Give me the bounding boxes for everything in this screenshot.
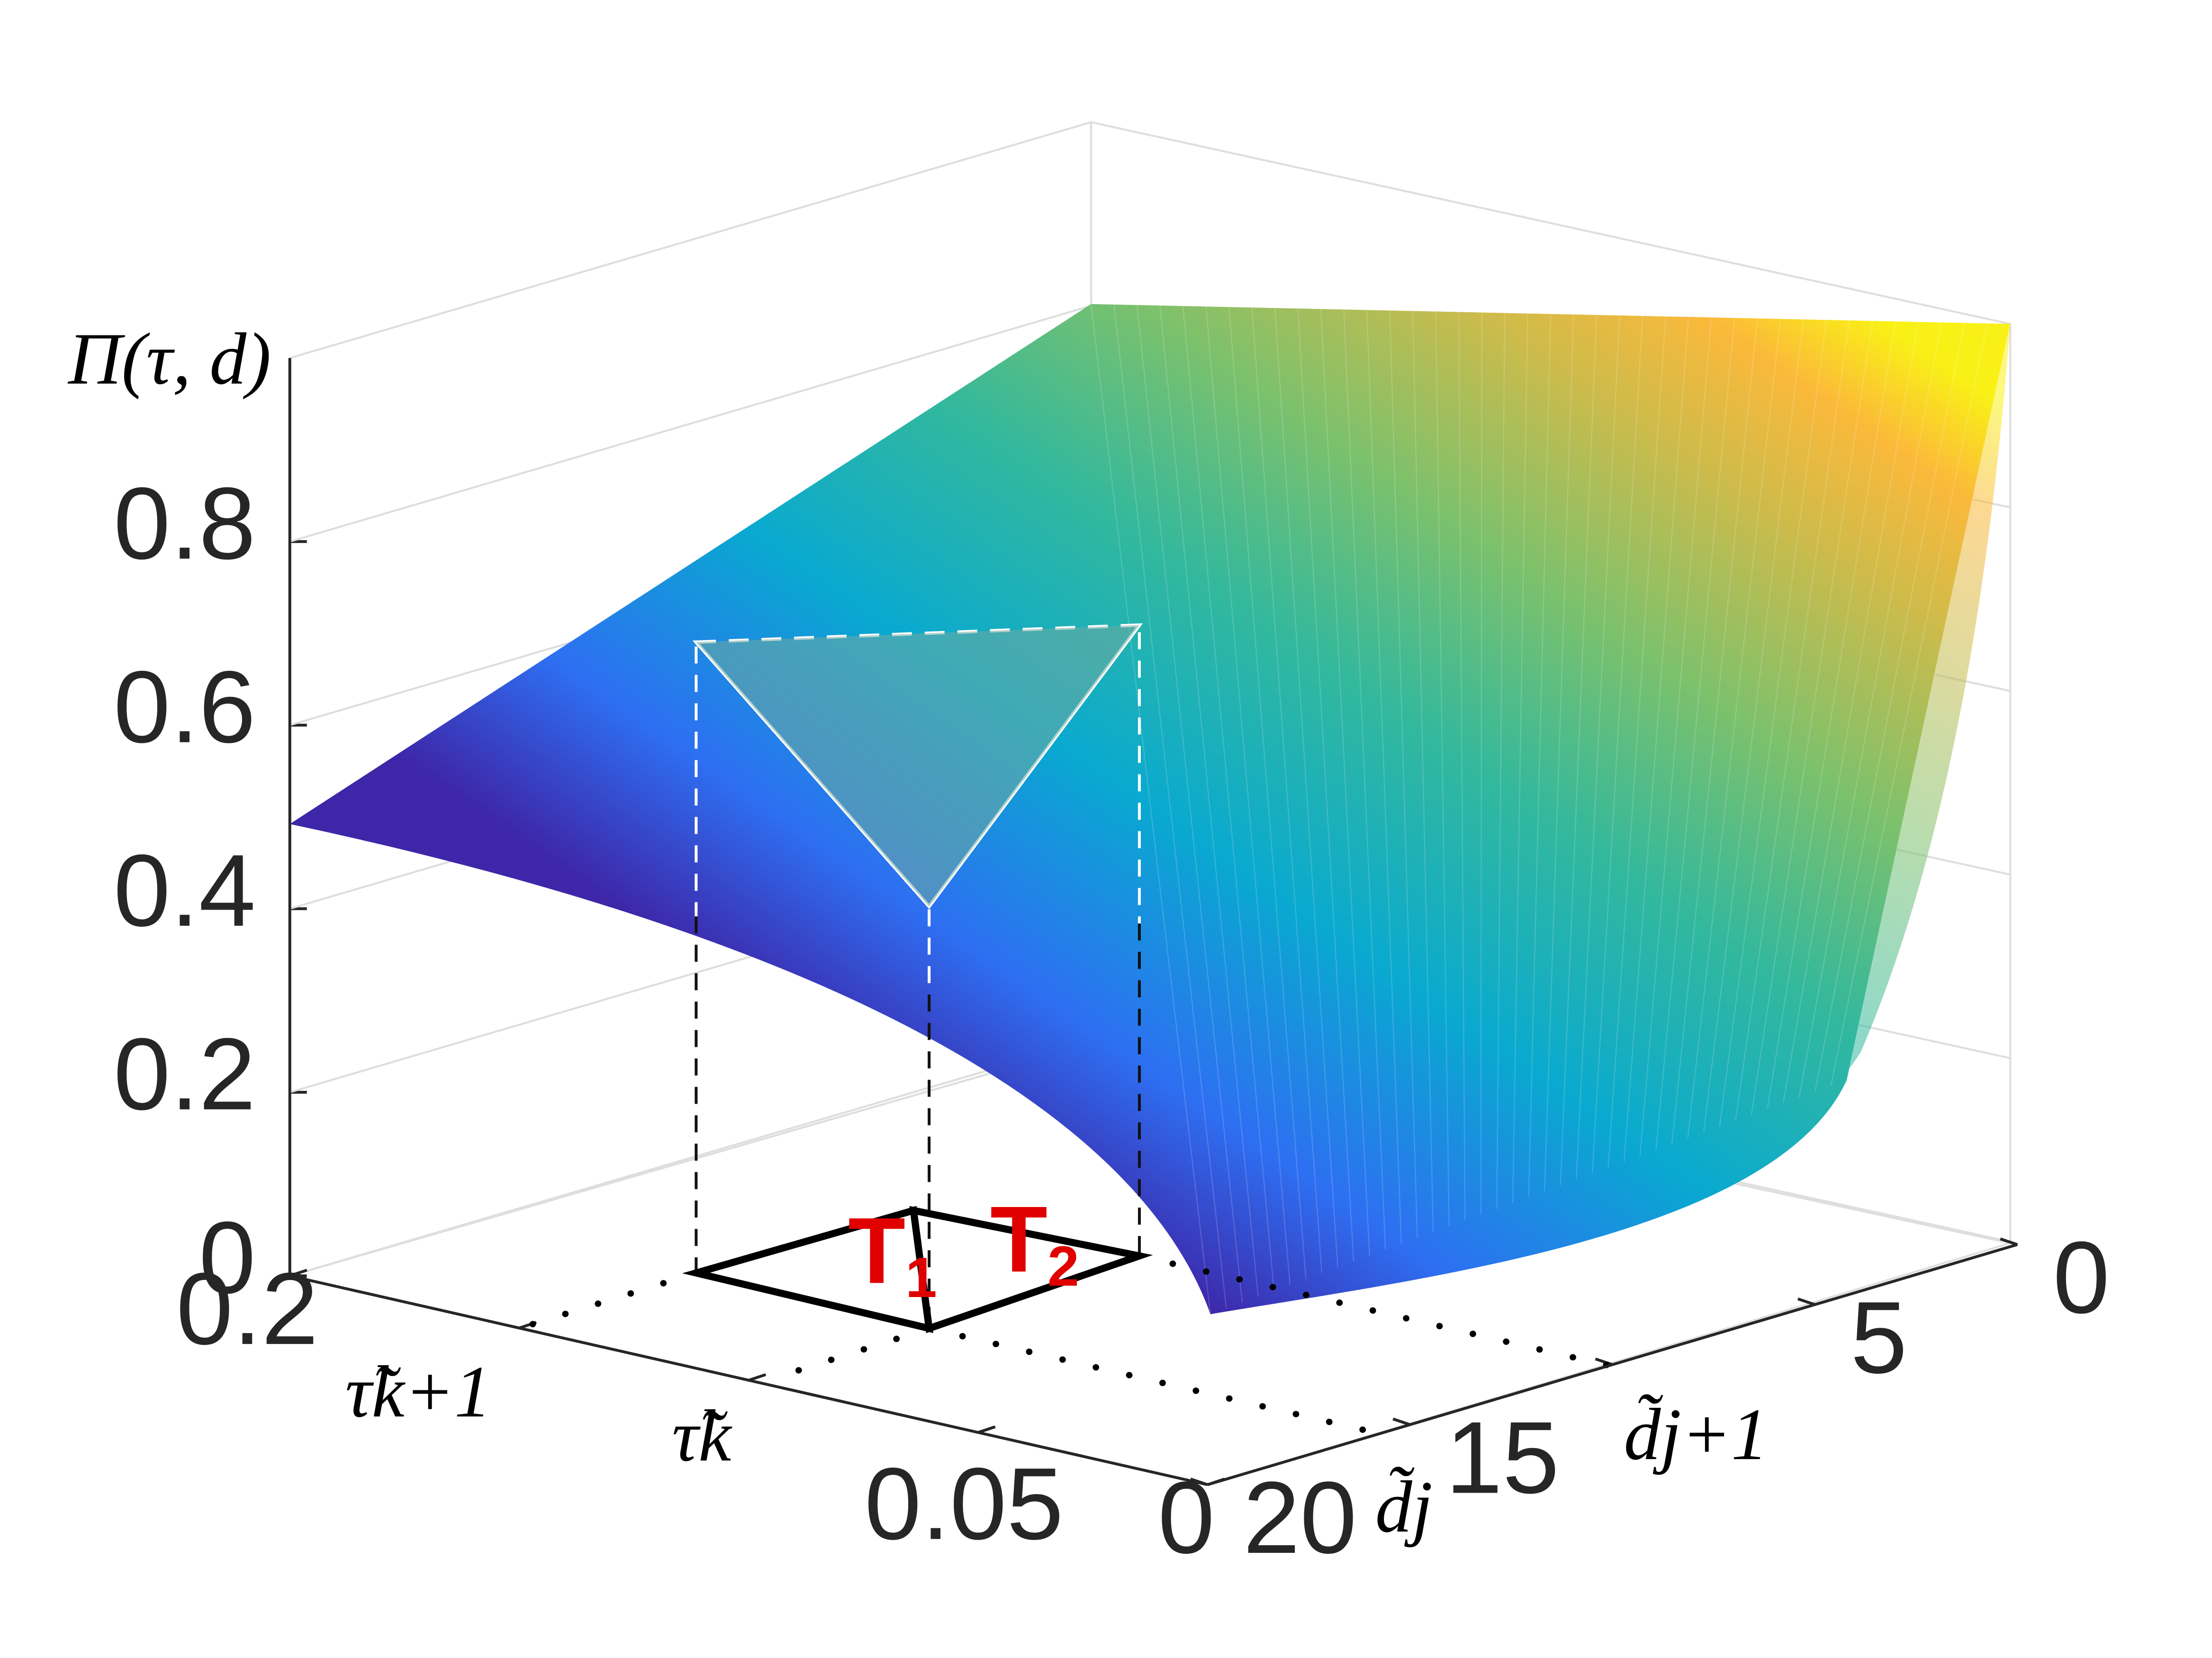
axis-annotations: τ̃k+1 τ̃k d̃j+1 d̃j [345,1351,1768,1548]
mesh-line [1113,304,1227,1308]
mesh-line [1480,312,1482,1215]
mesh-line [1687,319,1781,1139]
mesh-line [1814,323,1965,1092]
mesh-line [1228,307,1307,1280]
mesh-line [1798,322,1942,1098]
tau-tick-label: 0.2 [176,1252,318,1366]
mesh-line [1297,308,1354,1262]
tau-k-plus-1-label: τ̃k+1 [345,1351,491,1433]
d-j-label: d̃j [1375,1466,1433,1548]
z-tick-label: 0.4 [114,833,256,947]
mesh-line [1389,310,1418,1238]
mesh-line [1205,306,1291,1285]
mesh-line [1136,305,1243,1303]
axis-lines [288,358,2018,1487]
mesh-line [1528,314,1552,1197]
mesh-line [1320,309,1370,1256]
mesh-line [1591,315,1643,1174]
mesh-line [1159,305,1259,1297]
floor-triangles [682,1206,1153,1334]
mesh-line [1576,315,1620,1180]
d-tick-mark [1595,1357,1613,1366]
mesh-line [1671,318,1758,1144]
d-tick-mark [1392,1417,1411,1426]
mesh-line [1512,313,1528,1203]
mesh-line [1639,317,1712,1156]
d-tick-label: 5 [1851,1280,1907,1395]
z-gridline [289,305,1092,543]
tau-k-label: τ̃k [672,1395,732,1477]
mesh-line [1751,321,1873,1115]
mesh-line [1782,322,1919,1104]
tau-tick-label: 0 [1158,1460,1215,1575]
mesh-line [1412,311,1434,1233]
z-tick-label: 0.8 [114,466,256,580]
mesh-line [1496,313,1506,1209]
d-tick-label: 15 [1445,1400,1559,1514]
mesh-line [1623,317,1689,1162]
mesh-line [1830,323,1988,1086]
mesh-line [1435,311,1450,1226]
mesh-line [1719,320,1827,1127]
mesh-line [1655,318,1735,1150]
z-tick-label: 0 [199,1200,256,1315]
mesh-line [1274,308,1338,1268]
d-tick-label: 20 [1243,1460,1357,1575]
mesh-line [1767,321,1896,1109]
mesh-line [1735,320,1850,1121]
d-tick-label: 0 [2053,1220,2110,1334]
mesh-line [1560,315,1598,1186]
z-gridline [289,1039,1092,1277]
d-j-plus-1-label: d̃j+1 [1624,1393,1768,1475]
mesh-line [1251,307,1323,1273]
surface-triangle-fill [696,625,1139,907]
tau-tick-mark [748,1373,767,1382]
mesh-line [1090,304,1211,1315]
z-tick-label: 0.2 [114,1017,256,1131]
mesh-line [1544,314,1574,1191]
triangle-label-t2: T2 [990,1187,1079,1298]
surface-plot [289,304,2011,1315]
z-axis-label: Π(τ, d) [67,318,271,400]
mesh-line [1343,309,1386,1250]
tau-tick-mark [977,1425,996,1434]
d-tick-mark [1797,1298,1815,1306]
dotted-guides [529,1253,1623,1438]
surface-front-face [289,304,2011,1315]
mesh-line [1607,316,1666,1168]
z-tick-label: 0.6 [114,650,256,764]
mesh-line [1182,306,1275,1291]
tau-tick-label: 0.05 [865,1447,1064,1561]
surface-mesh [1090,304,2011,1315]
mesh-line [1846,324,2011,1080]
projection-lines [695,632,1141,1329]
tau-tick-mark [289,1269,307,1278]
triangle-label-t1: T1 [848,1198,937,1309]
mesh-line [1458,312,1466,1221]
d-tick-mark [2000,1237,2018,1246]
mesh-line [1366,310,1402,1244]
mesh-line [1703,319,1804,1133]
